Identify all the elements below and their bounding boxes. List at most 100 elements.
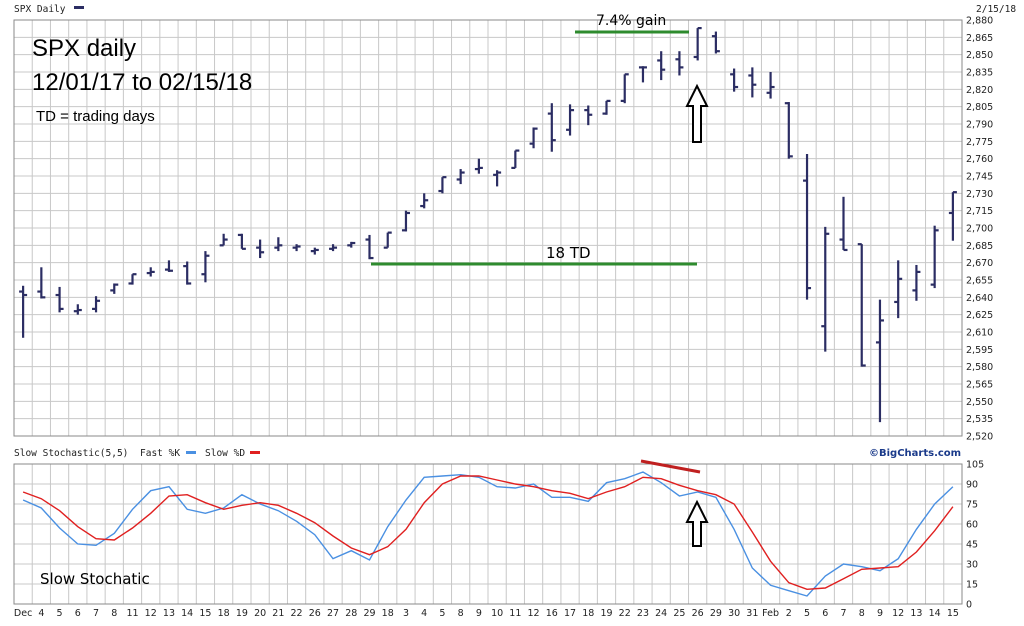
stochastic-tick-label: 105 <box>966 460 984 471</box>
slow-d-swatch <box>250 451 260 454</box>
date-tick-label: Dec <box>14 608 32 619</box>
ohlc-bar <box>912 264 921 301</box>
stochastic-up-arrow-icon <box>685 499 709 547</box>
ohlc-bar <box>55 286 64 313</box>
ohlc-bar <box>620 73 629 104</box>
ohlc-bar <box>602 99 611 115</box>
annotation-title-line1: SPX daily <box>32 35 136 62</box>
ohlc-bar <box>365 234 374 260</box>
date-tick-label: 30 <box>728 608 740 619</box>
brand-label: ©BigCharts.com <box>869 448 961 459</box>
price-tick-label: 2,595 <box>966 345 993 356</box>
price-tick-label: 2,775 <box>966 137 993 148</box>
ohlc-bar <box>894 260 903 319</box>
slow-d-line <box>22 475 954 591</box>
date-tick-label: 4 <box>421 608 427 619</box>
indicator-label: Slow Stochastic(5,5) <box>14 448 128 459</box>
date-tick-label: 14 <box>929 608 941 619</box>
date-tick-label: Feb <box>762 608 779 619</box>
price-tick-label: 2,535 <box>966 414 993 425</box>
stochastic-annotation: Slow Stochatic <box>40 570 150 588</box>
date-tick-label: 25 <box>673 608 685 619</box>
slow-d-label: Slow %D <box>205 448 245 459</box>
date-tick-label: 4 <box>38 608 44 619</box>
date-tick-label: 21 <box>272 608 284 619</box>
date-tick-label: 8 <box>458 608 464 619</box>
stochastic-tick-label: 15 <box>966 580 978 591</box>
stochastic-tick-label: 90 <box>966 480 978 491</box>
stochastic-grid <box>14 463 962 605</box>
ohlc-bar <box>730 68 739 92</box>
ohlc-bar <box>566 104 575 136</box>
ohlc-bar <box>711 31 720 54</box>
ohlc-bar <box>493 170 502 187</box>
ohlc-bar <box>292 244 301 252</box>
date-tick-label: 27 <box>327 608 339 619</box>
ohlc-bar <box>948 191 957 241</box>
date-tick-label: 3 <box>403 608 409 619</box>
ohlc-bar <box>37 267 46 299</box>
date-tick-label: 8 <box>859 608 865 619</box>
price-tick-label: 2,745 <box>966 172 993 183</box>
date-tick-label: 8 <box>111 608 117 619</box>
ohlc-bar <box>347 241 356 248</box>
series-legend-swatch <box>74 6 84 9</box>
ohlc-bar <box>529 127 538 149</box>
td-label: 18 TD <box>546 244 591 262</box>
ohlc-bar <box>766 72 775 99</box>
ohlc-bar <box>201 251 210 283</box>
ohlc-bar <box>420 193 429 209</box>
up-arrow-icon <box>685 83 709 143</box>
stochastic-panel-frame <box>13 463 963 605</box>
date-tick-label: 12 <box>892 608 904 619</box>
fast-k-line <box>22 471 954 597</box>
ohlc-bar <box>128 273 137 285</box>
date-tick-label: 9 <box>877 608 883 619</box>
date-tick-label: 18 <box>382 608 394 619</box>
date-tick-label: 5 <box>804 608 810 619</box>
ohlc-bar <box>274 237 283 252</box>
ohlc-bar <box>183 261 192 285</box>
price-tick-label: 2,580 <box>966 362 993 373</box>
ohlc-bar <box>237 233 246 250</box>
ohlc-bar <box>784 102 793 159</box>
stochastic-tick-label: 45 <box>966 540 978 551</box>
ohlc-bar <box>310 247 319 255</box>
ohlc-bar <box>73 304 82 315</box>
date-tick-label: 5 <box>57 608 63 619</box>
date-tick-label: 26 <box>692 608 704 619</box>
ohlc-bar <box>584 105 593 126</box>
ohlc-bar <box>164 260 173 272</box>
date-tick-label: 29 <box>363 608 375 619</box>
price-panel-frame <box>13 19 963 437</box>
date-tick-label: 13 <box>910 608 922 619</box>
stochastic-tick-label: 30 <box>966 560 978 571</box>
date-tick-label: 15 <box>947 608 959 619</box>
price-tick-label: 2,610 <box>966 328 993 339</box>
divergence-line <box>640 459 701 474</box>
ohlc-bar <box>256 239 265 259</box>
date-tick-label: 23 <box>637 608 649 619</box>
fast-k-swatch <box>186 451 196 454</box>
ohlc-bar <box>383 231 392 249</box>
date-tick-label: 7 <box>93 608 99 619</box>
price-tick-label: 2,790 <box>966 120 993 131</box>
ohlc-bar <box>821 226 830 352</box>
gain-label: 7.4% gain <box>596 13 666 29</box>
ohlc-bar <box>675 51 684 76</box>
price-tick-label: 2,850 <box>966 50 993 61</box>
date-tick-label: 9 <box>476 608 482 619</box>
price-tick-label: 2,655 <box>966 276 993 287</box>
date-tick-label: 31 <box>746 608 758 619</box>
price-tick-label: 2,820 <box>966 85 993 96</box>
date-tick-label: 14 <box>181 608 193 619</box>
date-tick-label: 28 <box>345 608 357 619</box>
ohlc-bar <box>329 244 338 252</box>
date-tick-label: 12 <box>145 608 157 619</box>
price-tick-label: 2,565 <box>966 380 993 391</box>
date-tick-label: 12 <box>528 608 540 619</box>
price-tick-label: 2,520 <box>966 432 993 443</box>
ohlc-bar <box>146 267 155 277</box>
